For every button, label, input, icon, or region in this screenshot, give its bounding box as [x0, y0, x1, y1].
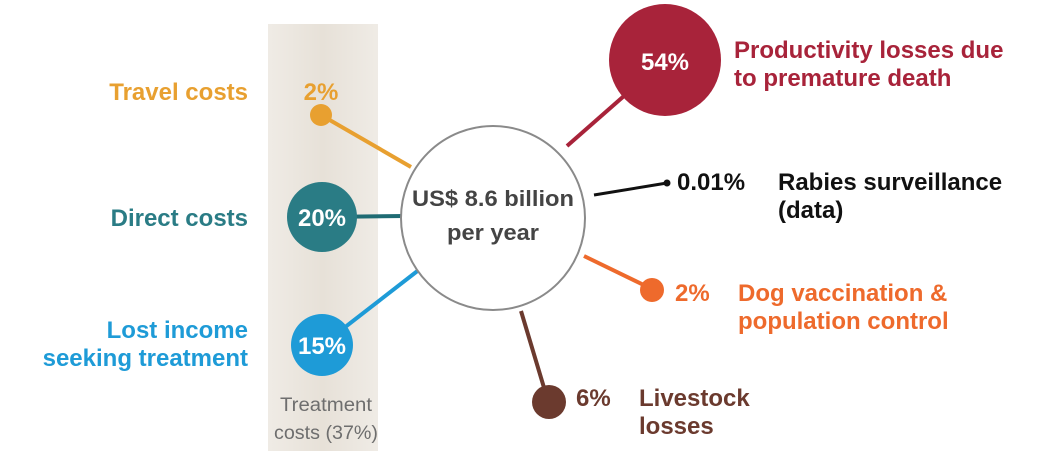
productivity-losses-label-line1: Productivity losses due — [734, 37, 1003, 64]
travel-costs-percent: 2% — [304, 79, 339, 106]
dog-vaccination-label-line2: population control — [738, 308, 949, 335]
productivity-losses-bubble — [609, 4, 721, 116]
dog-vaccination-label-line1: Dog vaccination & — [738, 280, 947, 307]
livestock-label-line1: Livestock — [639, 385, 750, 412]
surveillance-connector — [593, 181, 668, 197]
livestock-percent: 6% — [576, 385, 611, 412]
center-total-circle — [400, 125, 586, 311]
productivity-losses-percent: 54% — [641, 49, 689, 76]
surveillance-dot — [663, 179, 671, 187]
treatment-costs-caption-line1: Treatment — [280, 395, 373, 416]
livestock-dot — [532, 385, 566, 419]
livestock-label-line2: losses — [639, 413, 714, 440]
direct-costs-label: Direct costs — [111, 205, 248, 232]
center-total-line2: per year — [447, 220, 539, 245]
surveillance-label-line1: Rabies surveillance — [778, 169, 1002, 196]
lost-income-percent: 15% — [298, 333, 346, 360]
dog-vaccination-connector — [583, 254, 653, 291]
lost-income-label-line2: seeking treatment — [43, 345, 248, 372]
lost-income-bubble — [291, 314, 353, 376]
dog-vaccination-dot — [640, 278, 664, 302]
lost-income-label-line1: Lost income — [107, 317, 248, 344]
travel-costs-connector — [319, 113, 413, 169]
productivity-losses-label-line2: to premature death — [734, 65, 951, 92]
travel-costs-dot — [310, 104, 332, 126]
center-total-line1: US$ 8.6 billion — [412, 186, 574, 211]
surveillance-percent: 0.01% — [677, 169, 745, 196]
treatment-costs-caption-line2: costs (37%) — [274, 423, 378, 444]
surveillance-label-line2: (data) — [778, 197, 843, 224]
travel-costs-label: Travel costs — [109, 79, 248, 106]
direct-costs-bubble — [287, 182, 357, 252]
dog-vaccination-percent: 2% — [675, 280, 710, 307]
direct-costs-percent: 20% — [298, 205, 346, 232]
